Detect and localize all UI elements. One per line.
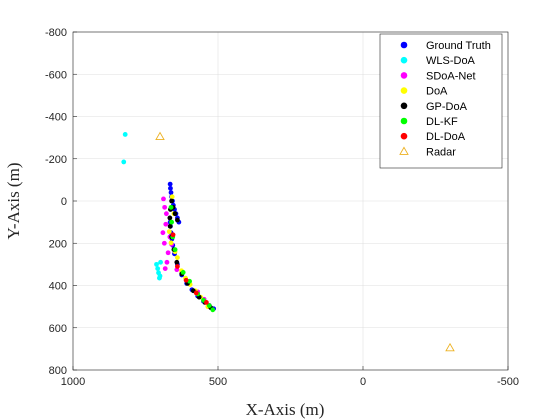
legend-marker <box>399 146 409 155</box>
y-tick-label: -400 <box>45 112 67 124</box>
axis-ticks: 1000 500 0 -500 -800 -600 -400 -200 0 200 400 600 80… <box>45 27 519 388</box>
legend-marker <box>400 102 408 110</box>
legend-label: DL-DoA <box>426 131 466 143</box>
legend-marker <box>400 41 408 49</box>
data-point <box>169 194 175 200</box>
y-tick-label: 0 <box>61 196 67 208</box>
x-tick-label: 0 <box>360 376 366 388</box>
y-tick-label: -200 <box>45 154 67 166</box>
y-tick-label: 200 <box>49 238 67 250</box>
data-point <box>169 198 175 204</box>
data-point <box>168 240 174 246</box>
legend-marker <box>400 132 408 140</box>
data-point <box>164 259 170 265</box>
y-tick-label: -800 <box>45 27 67 39</box>
legend-marker <box>400 117 408 125</box>
data-point <box>161 240 167 246</box>
legend-marker <box>400 72 408 79</box>
data-point <box>172 211 178 217</box>
series-wls-doa <box>121 132 163 281</box>
data-point <box>170 232 176 238</box>
x-tick-label: 1000 <box>61 376 85 388</box>
data-point <box>172 247 178 252</box>
y-tick-label: 400 <box>49 281 67 293</box>
data-point <box>174 259 180 265</box>
data-point <box>175 217 180 223</box>
data-point <box>163 211 169 217</box>
data-point <box>180 270 186 275</box>
series-dl-doa <box>170 232 209 305</box>
legend-label: DoA <box>426 86 448 98</box>
data-point <box>160 230 166 236</box>
y-axis-label: Y-Axis (m) <box>4 163 23 240</box>
y-tick-label: 800 <box>49 365 67 377</box>
x-tick-label: 500 <box>209 376 227 388</box>
data-point <box>167 181 173 187</box>
series-radar <box>155 131 455 352</box>
data-point <box>169 219 175 225</box>
data-point <box>168 185 173 191</box>
data-point <box>163 221 169 227</box>
legend-box <box>379 33 503 169</box>
data-point <box>162 204 168 210</box>
data-point <box>168 204 174 210</box>
data-point <box>193 290 199 296</box>
legend-label: Radar <box>426 146 456 158</box>
data-point <box>161 196 166 202</box>
legend-label: GP-DoA <box>426 101 468 113</box>
data-point <box>175 255 180 261</box>
data-points <box>121 131 455 352</box>
data-point <box>155 131 165 141</box>
x-axis-label: X-Axis (m) <box>246 400 325 419</box>
y-tick-label: -600 <box>45 69 67 81</box>
data-point <box>162 266 168 271</box>
data-point <box>183 277 189 283</box>
data-point <box>168 190 174 195</box>
data-point <box>165 250 171 256</box>
legend-marker <box>400 56 408 64</box>
data-point <box>445 342 455 352</box>
legend: Ground Truth WLS-DoA SDoA-Net DoA GP-DoA DL-K… <box>379 33 503 169</box>
x-tick-label: -500 <box>497 376 519 388</box>
data-point <box>121 159 127 165</box>
y-tick-label: 600 <box>49 323 67 335</box>
data-point <box>210 307 216 313</box>
data-point <box>155 266 161 271</box>
data-point <box>206 303 212 308</box>
legend-marker <box>400 87 408 94</box>
data-point <box>157 275 162 281</box>
data-point <box>167 223 173 229</box>
data-point <box>167 215 173 221</box>
data-point <box>122 132 128 137</box>
legend-label: DL-KF <box>426 116 458 128</box>
data-point <box>204 300 209 305</box>
data-point <box>175 264 180 269</box>
legend-label: Ground Truth <box>426 40 491 52</box>
data-point <box>166 229 172 235</box>
data-point <box>154 261 159 267</box>
grid <box>72 31 509 371</box>
legend-label: SDoA-Net <box>426 70 476 82</box>
data-point <box>158 259 163 265</box>
legend-label: WLS-DoA <box>426 55 476 67</box>
